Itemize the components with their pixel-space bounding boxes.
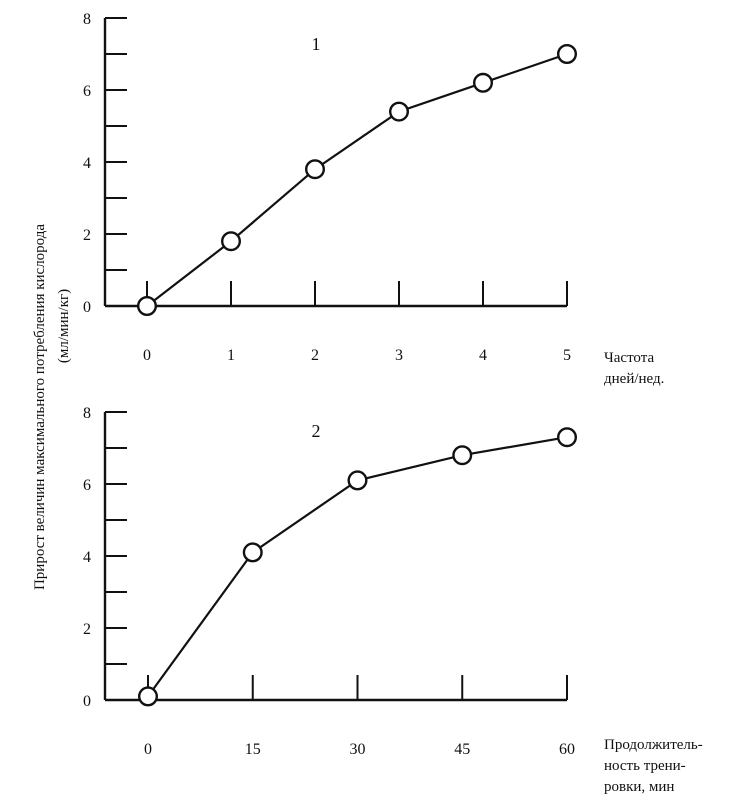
y-axis-label-line-2: (мл/мин/кг) <box>56 289 72 363</box>
x-tick-label-1-2: 2 <box>311 347 319 364</box>
panel-label-1: 1 <box>312 34 321 54</box>
data-point-1-0 <box>136 296 157 317</box>
data-point-2-15 <box>242 542 263 563</box>
x-tick-label-1-4: 4 <box>479 347 487 364</box>
x-tick-label-1-0: 0 <box>143 347 151 364</box>
x-tick-label-2-30: 30 <box>350 741 366 758</box>
x-tick-label-2-60: 60 <box>559 741 575 758</box>
data-point-1-3 <box>389 101 410 122</box>
x-tick-label-2-45: 45 <box>454 741 470 758</box>
x-axis-label-1-line-2: дней/нед. <box>604 371 664 387</box>
y-tick-label-2-4: 4 <box>83 549 91 566</box>
y-tick-label-1-4: 4 <box>83 155 91 172</box>
y-tick-label-2-8: 8 <box>83 405 91 422</box>
data-point-1-4 <box>473 72 494 93</box>
y-tick-label-1-8: 8 <box>83 11 91 28</box>
data-point-2-30 <box>347 470 368 491</box>
data-point-1-5 <box>557 44 578 65</box>
x-axis-label-2-line-1: Продолжитель- <box>604 737 703 753</box>
x-axis-label-1-line-1: Частота <box>604 350 654 366</box>
data-point-2-60 <box>557 427 578 448</box>
y-tick-label-1-6: 6 <box>83 83 91 100</box>
x-tick-label-2-0: 0 <box>144 741 152 758</box>
x-tick-label-1-5: 5 <box>563 347 571 364</box>
y-tick-label-2-2: 2 <box>83 621 91 638</box>
chart-panel-2: 0 2 4 6 8 0 15 30 45 60 2 Продолжитель-ность трени-… <box>83 405 703 795</box>
data-point-1-1 <box>220 231 241 252</box>
x-axis-label-2-line-3: ровки, мин <box>604 779 674 795</box>
y-tick-label-2-0: 0 <box>83 693 91 710</box>
y-tick-label-1-0: 0 <box>83 299 91 316</box>
y-axis-label-line-1: Прирост величин максимального потреблени… <box>32 224 48 590</box>
y-tick-label-1-2: 2 <box>83 227 91 244</box>
data-point-2-45 <box>452 445 473 466</box>
data-point-1-2 <box>305 159 326 180</box>
panel-label-2: 2 <box>312 421 321 441</box>
x-tick-label-2-15: 15 <box>245 741 261 758</box>
series-line-1 <box>146 52 568 307</box>
x-axis-label-2-line-2: ность трени- <box>604 758 686 774</box>
chart-panel-1: 0 2 4 6 8 0 1 2 3 4 5 1 Частота дней/нед. <box>83 11 664 387</box>
x-tick-label-1-1: 1 <box>227 347 235 364</box>
y-tick-label-2-6: 6 <box>83 477 91 494</box>
data-point-2-0 <box>137 686 158 707</box>
x-tick-label-1-3: 3 <box>395 347 403 364</box>
